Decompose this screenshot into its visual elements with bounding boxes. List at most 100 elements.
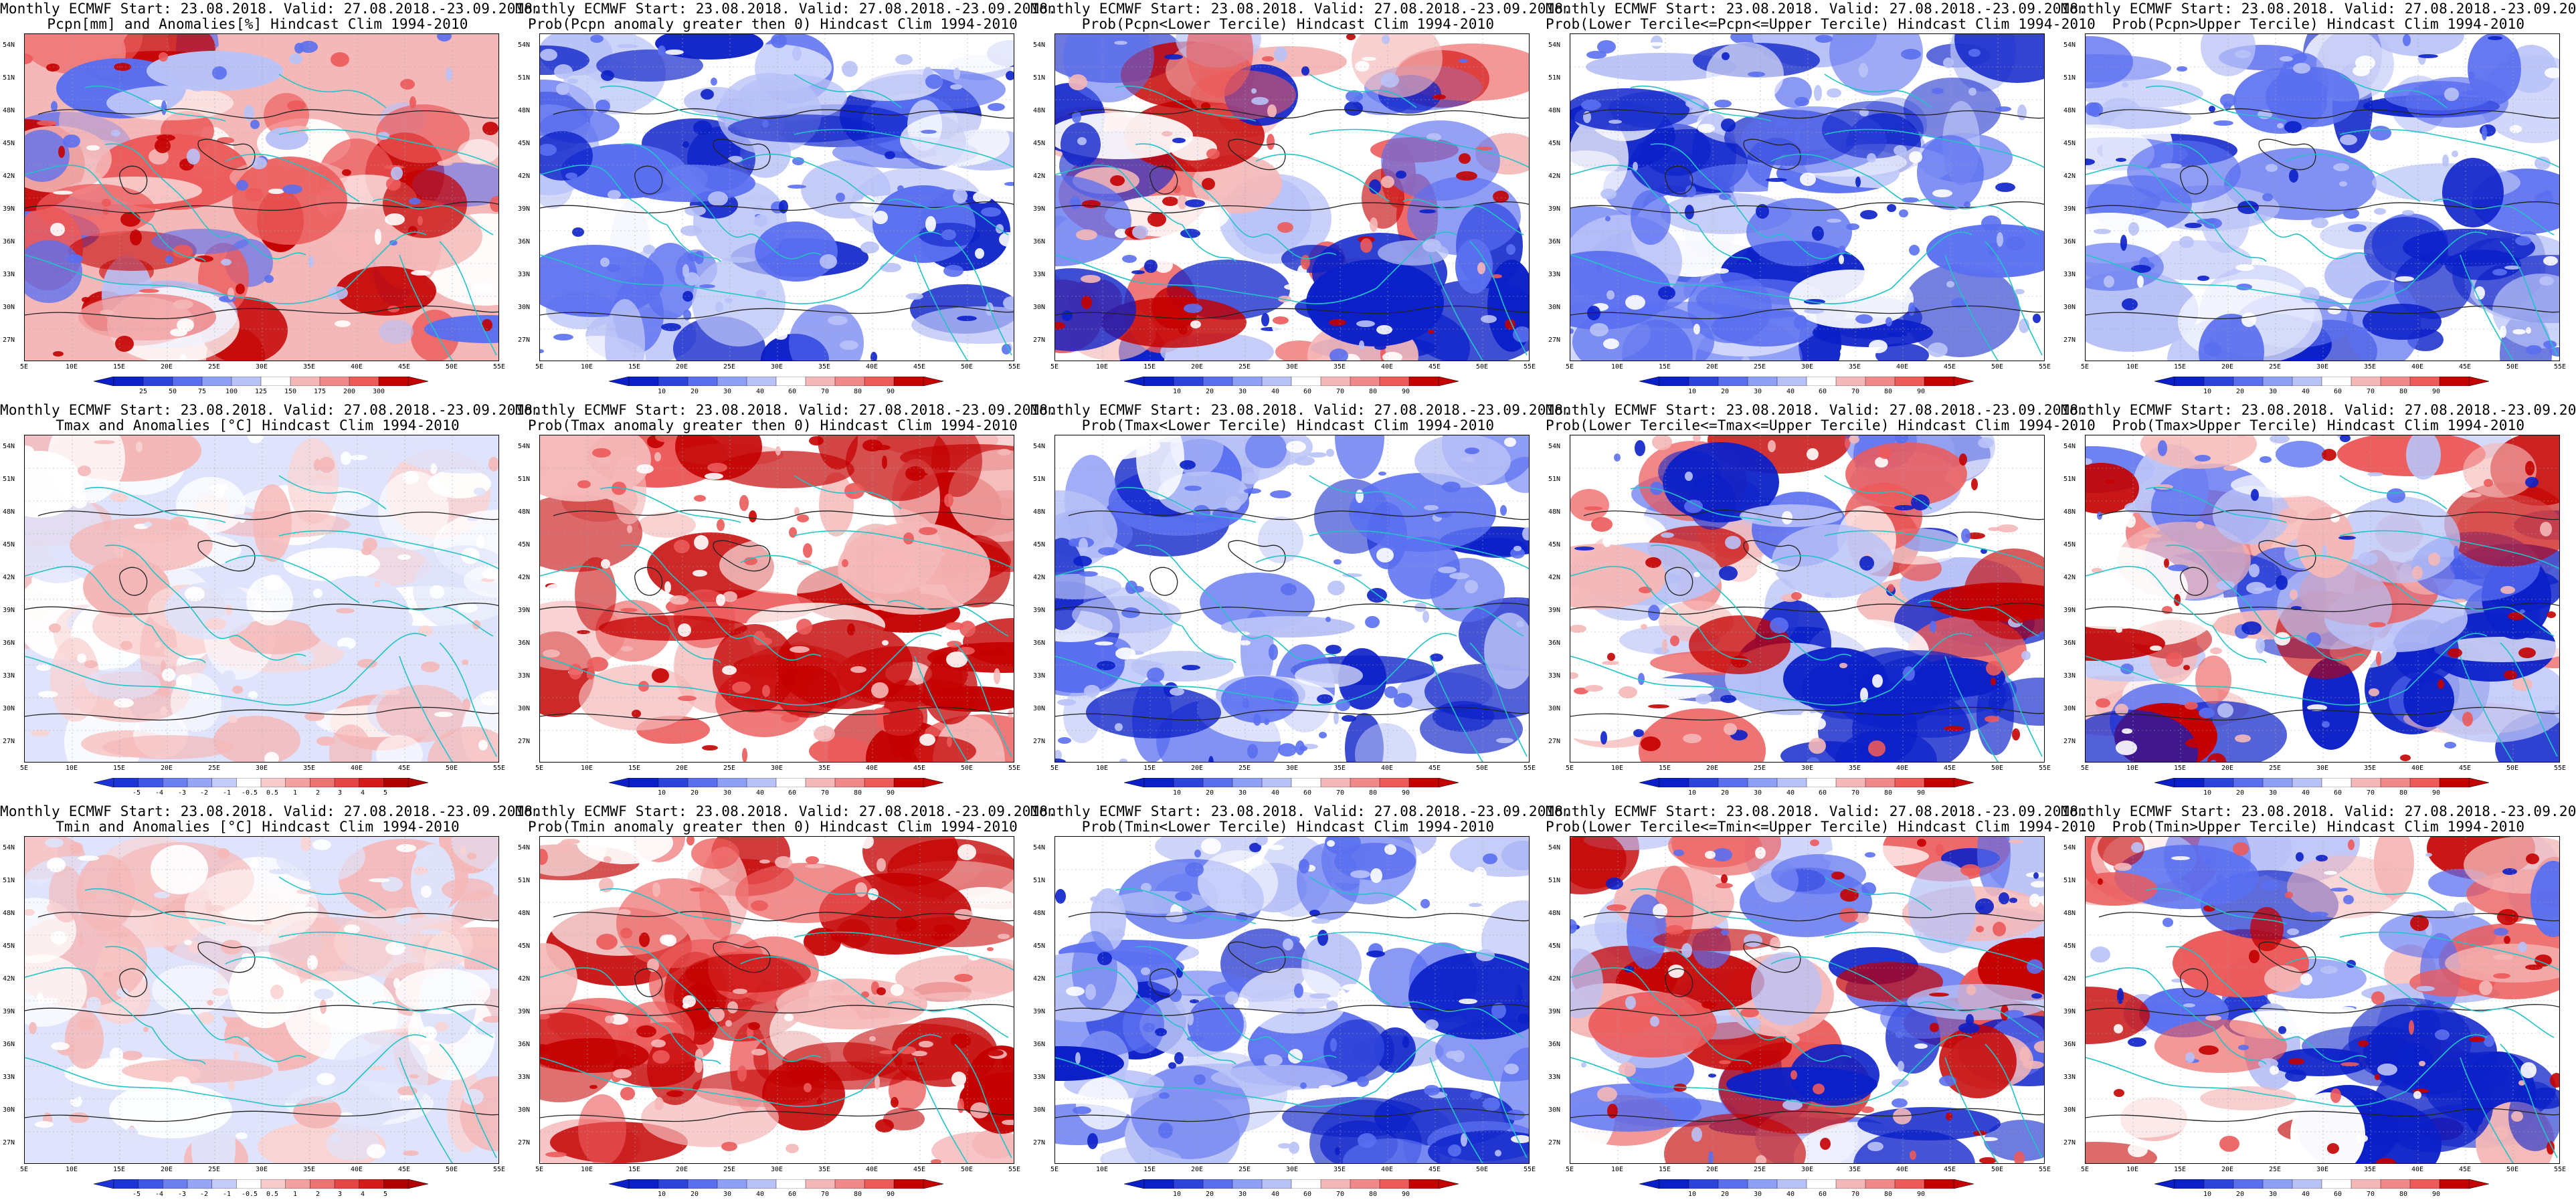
longitude-label: 50E [2506, 363, 2519, 371]
colorbar-segment [893, 1179, 924, 1189]
field-speckle [308, 256, 314, 268]
coastline [1055, 165, 1183, 225]
contour-line [119, 567, 148, 596]
colorbar-segment [1659, 376, 1689, 387]
colorbar-label: 90 [1916, 789, 1926, 797]
forecast-map [1054, 33, 1530, 361]
field-speckle [74, 625, 86, 630]
field-speckle [618, 909, 631, 916]
colorbar-label: 90 [886, 789, 895, 797]
field-speckle [1162, 131, 1172, 136]
field-speckle [314, 459, 320, 471]
field-speckle [1946, 1112, 1952, 1120]
longitude-label: 55E [1523, 1166, 1536, 1173]
field-speckle [2090, 946, 2110, 963]
field-speckle [1069, 538, 1079, 546]
coastline [25, 165, 153, 225]
field-speckle [282, 1072, 302, 1081]
field-speckle [2086, 458, 2092, 465]
field-speckle [2497, 909, 2518, 925]
colorbar-segment [658, 777, 688, 788]
longitude-label: 15E [112, 363, 126, 371]
colorbar-label: 20 [2235, 789, 2245, 797]
field-speckle [2033, 314, 2041, 323]
field-speckle [957, 844, 976, 860]
colorbar-label: 60 [1303, 388, 1312, 395]
colorbar-segment [775, 777, 806, 788]
field-speckle [2518, 647, 2536, 658]
field-speckle [1714, 100, 1732, 108]
field-speckle [2493, 973, 2510, 979]
field-speckle [176, 674, 192, 690]
longitude-label: 25E [2268, 1166, 2282, 1173]
field-shade [2463, 443, 2537, 498]
field-speckle [1900, 237, 1917, 246]
field-speckle [2185, 1052, 2195, 1063]
field-speckle [244, 105, 254, 121]
colorbar-segment [1408, 376, 1439, 387]
colorbar-segment [834, 376, 865, 387]
longitude-label: 30E [255, 363, 268, 371]
latitude-label: 30N [518, 1106, 531, 1114]
field-speckle [2296, 852, 2304, 862]
field-speckle [225, 605, 232, 615]
field-speckle [1289, 1142, 1299, 1154]
panel-title-line-2: Prob(Tmin>Upper Tercile) Hindcast Clim 1… [2112, 819, 2525, 835]
field-speckle [1869, 340, 1888, 353]
colorbar-label: 90 [886, 388, 895, 395]
coastline [2433, 1001, 2555, 1038]
coastline [1309, 530, 1529, 569]
field-speckle [164, 647, 176, 657]
longitude-label: 10E [580, 363, 593, 371]
field-speckle [84, 586, 98, 595]
longitude-label: 15E [1658, 363, 1671, 371]
field-speckle [2142, 534, 2162, 538]
field-speckle [636, 464, 654, 474]
field-speckle [1329, 319, 1346, 326]
latitude-label: 48N [2063, 508, 2076, 516]
forecast-map [2085, 435, 2560, 763]
field-speckle [1170, 989, 1182, 1002]
field-speckle [1002, 1120, 1014, 1125]
latitude-label: 51N [518, 476, 531, 483]
colorbar [93, 1179, 429, 1189]
longitude-label: 45E [397, 363, 411, 371]
colorbar-left-arrow [1123, 777, 1145, 788]
latitude-label: 54N [518, 41, 531, 49]
coastline [2339, 475, 2448, 510]
field-shade [1245, 435, 1287, 468]
field-shade [84, 668, 161, 700]
field-speckle [665, 49, 684, 55]
latitude-label: 51N [3, 476, 15, 483]
field-speckle [1465, 447, 1479, 454]
field-speckle [1106, 928, 1125, 939]
field-speckle [94, 440, 115, 444]
field-speckle [411, 270, 431, 276]
latitude-label: 30N [1548, 705, 1561, 712]
coastline [794, 931, 1014, 971]
field-speckle [2343, 208, 2359, 219]
coastline [1570, 165, 1698, 225]
colorbar-segment [2439, 376, 2470, 387]
field-speckle [601, 70, 614, 81]
colorbar-left-arrow [1123, 376, 1145, 387]
field-speckle [806, 856, 819, 864]
field-speckle [1470, 1091, 1482, 1099]
colorbar-label: 10 [1172, 388, 1182, 395]
field-speckle [1002, 1057, 1012, 1070]
coastline [1115, 888, 1257, 924]
field-speckle [2504, 266, 2520, 270]
coastline [278, 530, 498, 569]
field-speckle [1319, 1085, 1332, 1090]
colorbar-label: -0.5 [241, 1191, 258, 1198]
field-speckle [2177, 66, 2187, 72]
colorbar-segment [187, 1179, 213, 1189]
field-speckle [1930, 1023, 1939, 1032]
field-speckle [2031, 993, 2042, 999]
colorbar-label: -3 [177, 789, 187, 797]
panel-title: Monthly ECMWF Start: 23.08.2018. Valid: … [515, 804, 1056, 835]
latitude-label: 51N [518, 877, 531, 884]
field-speckle [1825, 592, 1831, 597]
coastline [25, 566, 153, 627]
field-speckle [2256, 637, 2265, 654]
